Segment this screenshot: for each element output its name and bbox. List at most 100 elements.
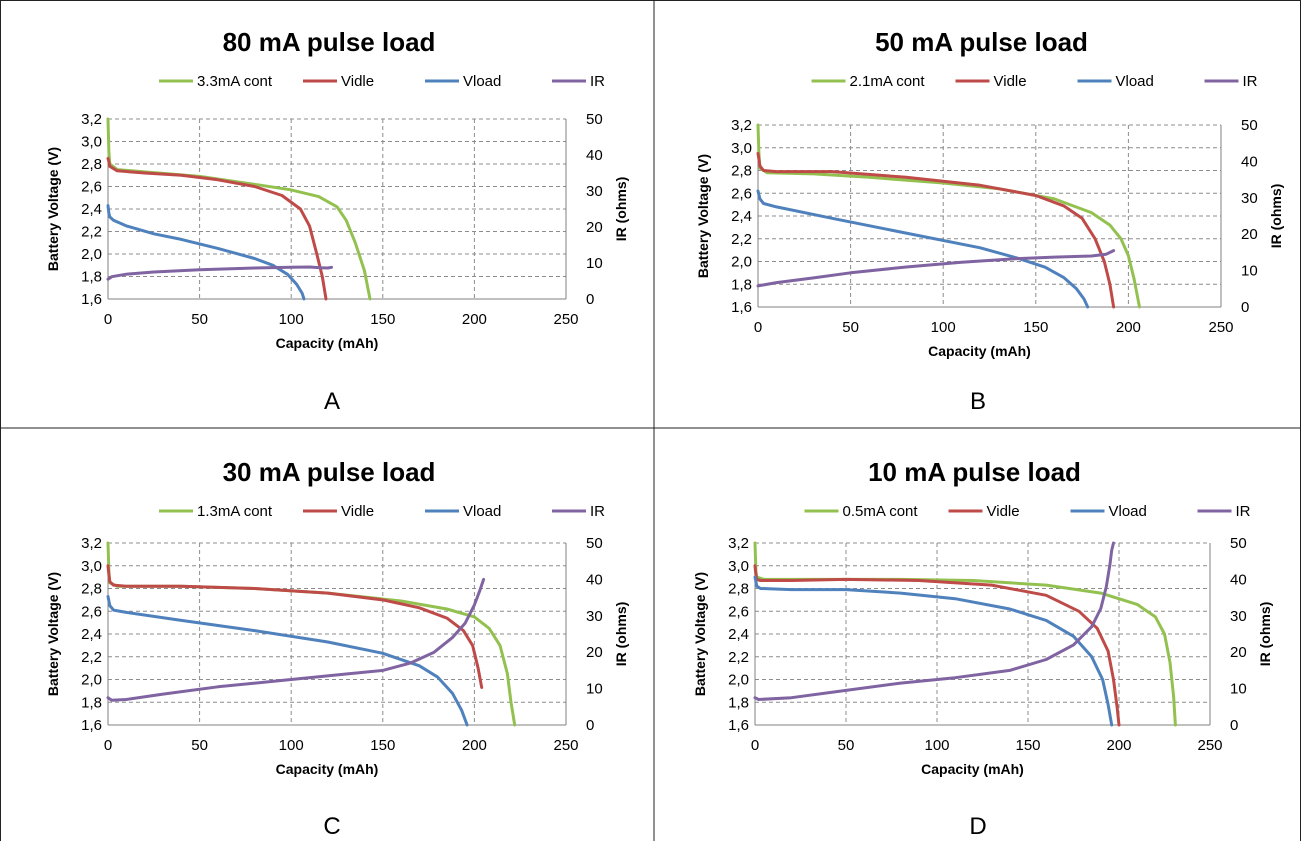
chart-title: 30 mA pulse load — [223, 457, 436, 487]
y-tick-label: 1,6 — [728, 717, 749, 734]
legend-label: IR — [590, 73, 605, 90]
legend: 2.1mA cont Vidle Vload IR — [811, 73, 1258, 90]
y-tick-label: 2,4 — [81, 201, 102, 218]
x-tick-label: 50 — [191, 311, 208, 328]
x-tick-label: 0 — [754, 319, 762, 336]
legend-item: IR — [552, 503, 605, 520]
y-tick-label: 1,8 — [731, 276, 752, 293]
y-tick-label: 1,8 — [81, 694, 102, 711]
y-tick-label: 2,8 — [728, 581, 749, 598]
legend-item: 2.1mA cont — [811, 73, 926, 90]
x-tick-label: 150 — [370, 311, 395, 328]
panel-letter: B — [970, 388, 986, 415]
legend-label: 2.1mA cont — [850, 73, 926, 90]
y2-tick-label: 30 — [586, 183, 603, 200]
y2-tick-label: 50 — [586, 535, 603, 552]
series-line-vload — [106, 595, 469, 727]
y2-tick-label: 30 — [586, 608, 603, 625]
y2-tick-label: 50 — [1230, 535, 1247, 552]
y-tick-label: 2,8 — [731, 163, 752, 180]
y-tick-label: 3,2 — [81, 535, 102, 552]
legend-item: Vidle — [303, 73, 374, 90]
y2-axis-title: IR (ohms) — [613, 177, 629, 242]
y-tick-label: 2,0 — [731, 254, 752, 271]
y2-tick-label: 40 — [586, 571, 603, 588]
y-tick-label: 2,0 — [728, 672, 749, 689]
y2-tick-label: 30 — [1241, 190, 1258, 207]
y-tick-label: 3,0 — [81, 558, 102, 575]
y-tick-label: 2,2 — [81, 224, 102, 241]
chart-panel-d: 10 mA pulse load 0.5mA cont Vidle Vload IR 0 5… — [692, 457, 1273, 840]
legend-item: 0.5mA cont — [804, 503, 918, 520]
y-tick-label: 3,0 — [81, 134, 102, 151]
legend-label: Vidle — [341, 503, 374, 520]
y-tick-label: 2,6 — [81, 603, 102, 620]
y-tick-label: 2,6 — [728, 603, 749, 620]
y-tick-label: 2,2 — [731, 231, 752, 248]
y2-tick-label: 20 — [1241, 226, 1258, 243]
legend-label: Vload — [463, 503, 501, 520]
legend-label: IR — [590, 503, 605, 520]
legend-label: Vload — [463, 73, 501, 90]
x-tick-label: 150 — [370, 737, 395, 754]
y-tick-label: 2,4 — [81, 626, 102, 643]
x-tick-label: 100 — [279, 311, 304, 328]
y2-tick-label: 50 — [1241, 117, 1258, 134]
chart-panel-c: 30 mA pulse load 1.3mA cont Vidle Vload IR 0 5… — [45, 457, 629, 840]
legend-label: Vidle — [994, 73, 1027, 90]
x-tick-label: 50 — [191, 737, 208, 754]
y-tick-label: 1,6 — [731, 299, 752, 316]
legend-label: Vload — [1116, 73, 1154, 90]
y2-tick-label: 10 — [586, 681, 603, 698]
y-tick-label: 1,8 — [81, 269, 102, 286]
legend-item: IR — [1204, 73, 1258, 90]
y-axis-title: Battery Voltage (V) — [692, 572, 708, 696]
x-tick-label: 200 — [462, 311, 487, 328]
y-tick-label: 2,0 — [81, 246, 102, 263]
y-tick-label: 3,2 — [728, 535, 749, 552]
series-line-cont — [753, 541, 1177, 727]
legend-label: Vload — [1109, 503, 1147, 520]
y2-tick-label: 0 — [1230, 717, 1238, 734]
y2-tick-label: 0 — [586, 717, 594, 734]
series-line-ir — [756, 249, 1116, 288]
x-tick-label: 0 — [104, 737, 112, 754]
y-tick-label: 2,4 — [728, 626, 749, 643]
x-tick-label: 200 — [462, 737, 487, 754]
y-tick-label: 2,8 — [81, 581, 102, 598]
y-axis-title: Battery Voltage (V) — [45, 572, 61, 696]
panel-letter: D — [969, 813, 986, 840]
series-line-ir — [106, 265, 333, 281]
y-tick-label: 1,6 — [81, 291, 102, 308]
legend-item: IR — [552, 73, 605, 90]
legend-item: Vload — [1070, 503, 1147, 520]
series-lines — [106, 541, 517, 727]
legend-item: Vload — [1077, 73, 1154, 90]
x-tick-label: 250 — [553, 311, 578, 328]
legend-item: 3.3mA cont — [159, 73, 273, 90]
y-tick-label: 1,6 — [81, 717, 102, 734]
legend-label: IR — [1243, 73, 1258, 90]
chart-panel-a: 80 mA pulse load 3.3mA cont Vidle Vload IR 0 5… — [45, 27, 629, 415]
legend-label: IR — [1236, 503, 1251, 520]
chart-title: 80 mA pulse load — [223, 27, 436, 57]
series-line-vidle — [106, 564, 484, 689]
y-tick-label: 1,8 — [728, 694, 749, 711]
y2-tick-label: 50 — [586, 111, 603, 128]
series-line-ir — [753, 541, 1115, 701]
series-line-ir — [106, 577, 486, 702]
x-tick-label: 50 — [838, 737, 855, 754]
y-tick-label: 3,2 — [81, 111, 102, 128]
y-tick-label: 2,0 — [81, 672, 102, 689]
x-axis-title: Capacity (mAh) — [276, 761, 379, 777]
legend: 0.5mA cont Vidle Vload IR — [804, 503, 1251, 520]
x-tick-label: 250 — [1197, 737, 1222, 754]
x-tick-label: 100 — [279, 737, 304, 754]
y2-tick-label: 10 — [1230, 681, 1247, 698]
series-line-vload — [106, 204, 306, 301]
y2-tick-label: 20 — [586, 644, 603, 661]
series-lines — [756, 123, 1141, 309]
y2-tick-label: 10 — [586, 255, 603, 272]
x-tick-label: 200 — [1116, 319, 1141, 336]
y2-tick-label: 0 — [1241, 299, 1249, 316]
